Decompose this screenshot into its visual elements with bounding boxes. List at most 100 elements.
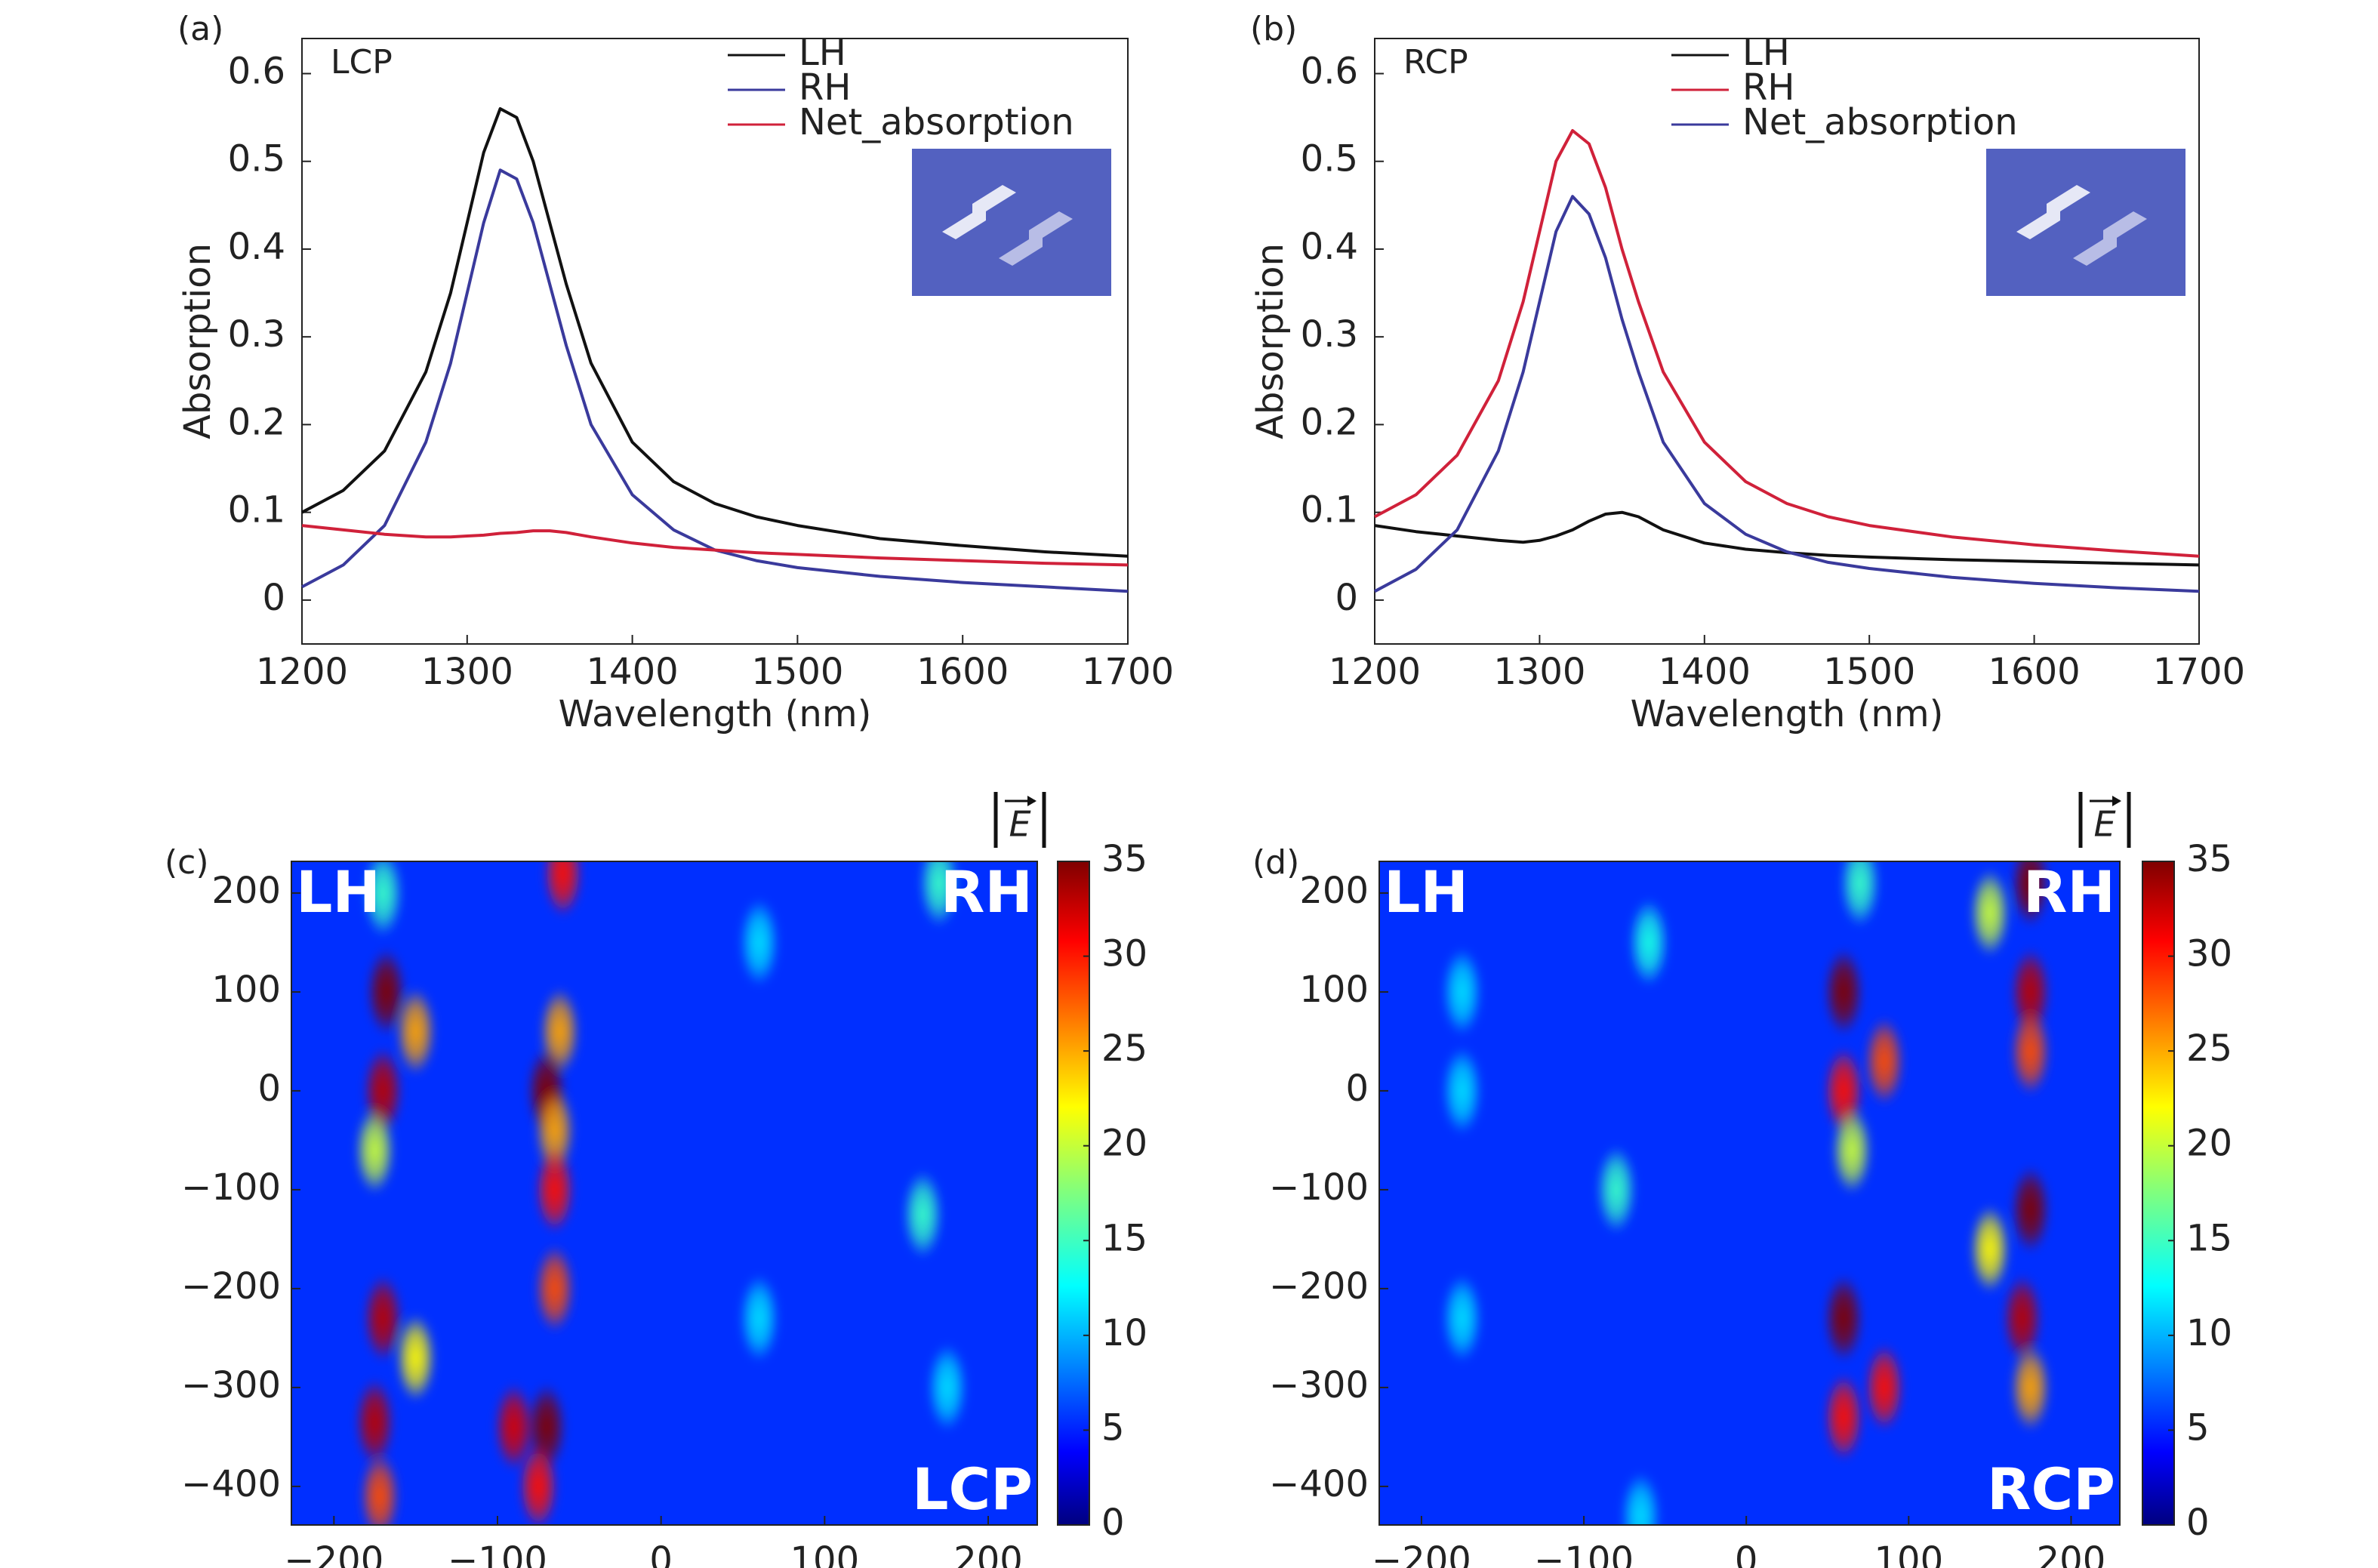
colorbar-tick-label: 0 <box>1101 1502 1125 1544</box>
hotspot <box>534 1145 574 1234</box>
annotation: LH <box>1384 858 1468 926</box>
colorbar-tick-label: 20 <box>1101 1123 1147 1165</box>
colorbar-tick-label: 0 <box>2186 1502 2210 1544</box>
y-tick-label: 0.5 <box>1301 138 1358 180</box>
hotspot <box>543 861 583 917</box>
y-tick-label: 0.5 <box>228 138 285 180</box>
colorbar-tick-label: 10 <box>2186 1312 2232 1354</box>
legend-label: Net_absorption <box>799 101 1074 143</box>
y-tick-label: 0.1 <box>228 489 285 531</box>
colorbar-tick-label: 15 <box>1101 1217 1147 1259</box>
legend-label: RH <box>799 66 851 109</box>
hotspot <box>2010 861 2050 927</box>
vector-arrow-head <box>1027 796 1037 806</box>
hotspot <box>363 1274 403 1363</box>
y-axis-label: Absorption <box>1249 243 1292 439</box>
y-tick-label: −300 <box>181 1364 281 1406</box>
hotspot <box>366 947 406 1036</box>
inset-shape <box>999 211 1073 266</box>
colorbar-tick-label: 30 <box>2186 933 2232 975</box>
x-tick-label: 1300 <box>421 651 513 693</box>
colorbar-tick-label: 30 <box>1101 933 1147 975</box>
x-tick-label: 0 <box>1735 1539 1758 1568</box>
hotspot <box>1832 1106 1872 1194</box>
hotspot <box>360 1452 399 1525</box>
hotspot <box>1824 1373 1864 1462</box>
hotspot <box>494 1383 534 1471</box>
y-tick-label: 0.6 <box>228 50 285 92</box>
hotspot <box>2010 1007 2050 1095</box>
y-tick-label: −200 <box>1269 1265 1369 1308</box>
y-tick-label: −400 <box>1269 1463 1369 1505</box>
annotation: RCP <box>1987 1456 2115 1523</box>
x-tick-label: −200 <box>1372 1539 1471 1568</box>
hotspots <box>355 861 967 1525</box>
y-tick-label: 0 <box>1345 1067 1369 1110</box>
x-tick-label: 200 <box>2037 1539 2106 1568</box>
panel-label: (d) <box>1252 843 1299 882</box>
colorbar-tick-label: 5 <box>1101 1406 1125 1449</box>
y-tick-label: 100 <box>1299 969 1369 1011</box>
x-tick-label: 100 <box>790 1539 860 1568</box>
hotspot <box>903 1170 943 1258</box>
x-tick-label: 1400 <box>1659 651 1751 693</box>
hotspot <box>2010 1343 2050 1431</box>
y-tick-label: 0 <box>257 1067 281 1110</box>
plot-frame <box>1378 861 2121 1526</box>
line-series <box>1374 195 2200 593</box>
x-tick-label: −200 <box>284 1539 383 1568</box>
colorbar-tick-label: 10 <box>1101 1312 1147 1354</box>
y-tick-label: 0.1 <box>1301 489 1358 531</box>
inset-shape <box>2016 185 2090 239</box>
hotspot <box>1824 1274 1864 1363</box>
hotspot <box>1629 898 1669 987</box>
legend-label: Net_absorption <box>1742 101 2018 143</box>
hotspot <box>396 987 436 1076</box>
hotspot <box>2010 1166 2050 1254</box>
legend-label: LH <box>1742 32 1790 74</box>
annotation: RCP <box>1403 43 1468 82</box>
hotspot <box>2002 1274 2042 1363</box>
hotspots <box>1442 861 2050 1525</box>
hotspot <box>739 1274 779 1363</box>
hotspot <box>396 1314 436 1402</box>
x-tick-label: 1300 <box>1493 651 1585 693</box>
colorbar-tick-label: 35 <box>2186 838 2232 880</box>
colorbar-tick-label: 15 <box>2186 1217 2232 1259</box>
x-tick-label: 1500 <box>751 651 843 693</box>
x-axis-label: Wavelength (nm) <box>1631 693 1944 735</box>
hotspot <box>1442 1046 1482 1135</box>
y-tick-label: 0.4 <box>228 226 285 268</box>
annotation: LH <box>296 858 380 926</box>
legend-label: LH <box>799 32 846 74</box>
x-tick-label: 1600 <box>916 651 1009 693</box>
line-series <box>301 524 1129 567</box>
y-tick-label: 0 <box>262 577 285 619</box>
hotspot <box>519 1442 559 1525</box>
hotspot <box>927 1343 967 1431</box>
colorbar <box>2142 861 2175 1526</box>
line-series <box>1374 510 2200 567</box>
field <box>291 861 1037 1525</box>
hotspot <box>919 861 959 927</box>
hotspot <box>1840 861 1880 927</box>
x-tick-label: 1600 <box>1988 651 2081 693</box>
annotation: RH <box>941 858 1033 926</box>
y-tick-label: 0.2 <box>1301 401 1358 443</box>
y-tick-label: 100 <box>211 969 281 1011</box>
y-tick-label: 0.3 <box>228 313 285 356</box>
hotspot <box>739 898 779 987</box>
panel-label: (c) <box>165 843 209 882</box>
hotspot <box>1970 1205 2010 1293</box>
panel-label: (b) <box>1250 10 1297 48</box>
hotspot <box>1824 947 1864 1036</box>
inset-bg <box>912 149 1111 296</box>
hotspot <box>1621 1472 1661 1525</box>
y-tick-label: 200 <box>211 870 281 912</box>
panel-label: (a) <box>177 10 223 48</box>
y-tick-label: −100 <box>181 1166 281 1209</box>
vector-arrow-head <box>2112 796 2121 806</box>
x-tick-label: 1500 <box>1823 651 1915 693</box>
x-tick-label: 1700 <box>2153 651 2245 693</box>
